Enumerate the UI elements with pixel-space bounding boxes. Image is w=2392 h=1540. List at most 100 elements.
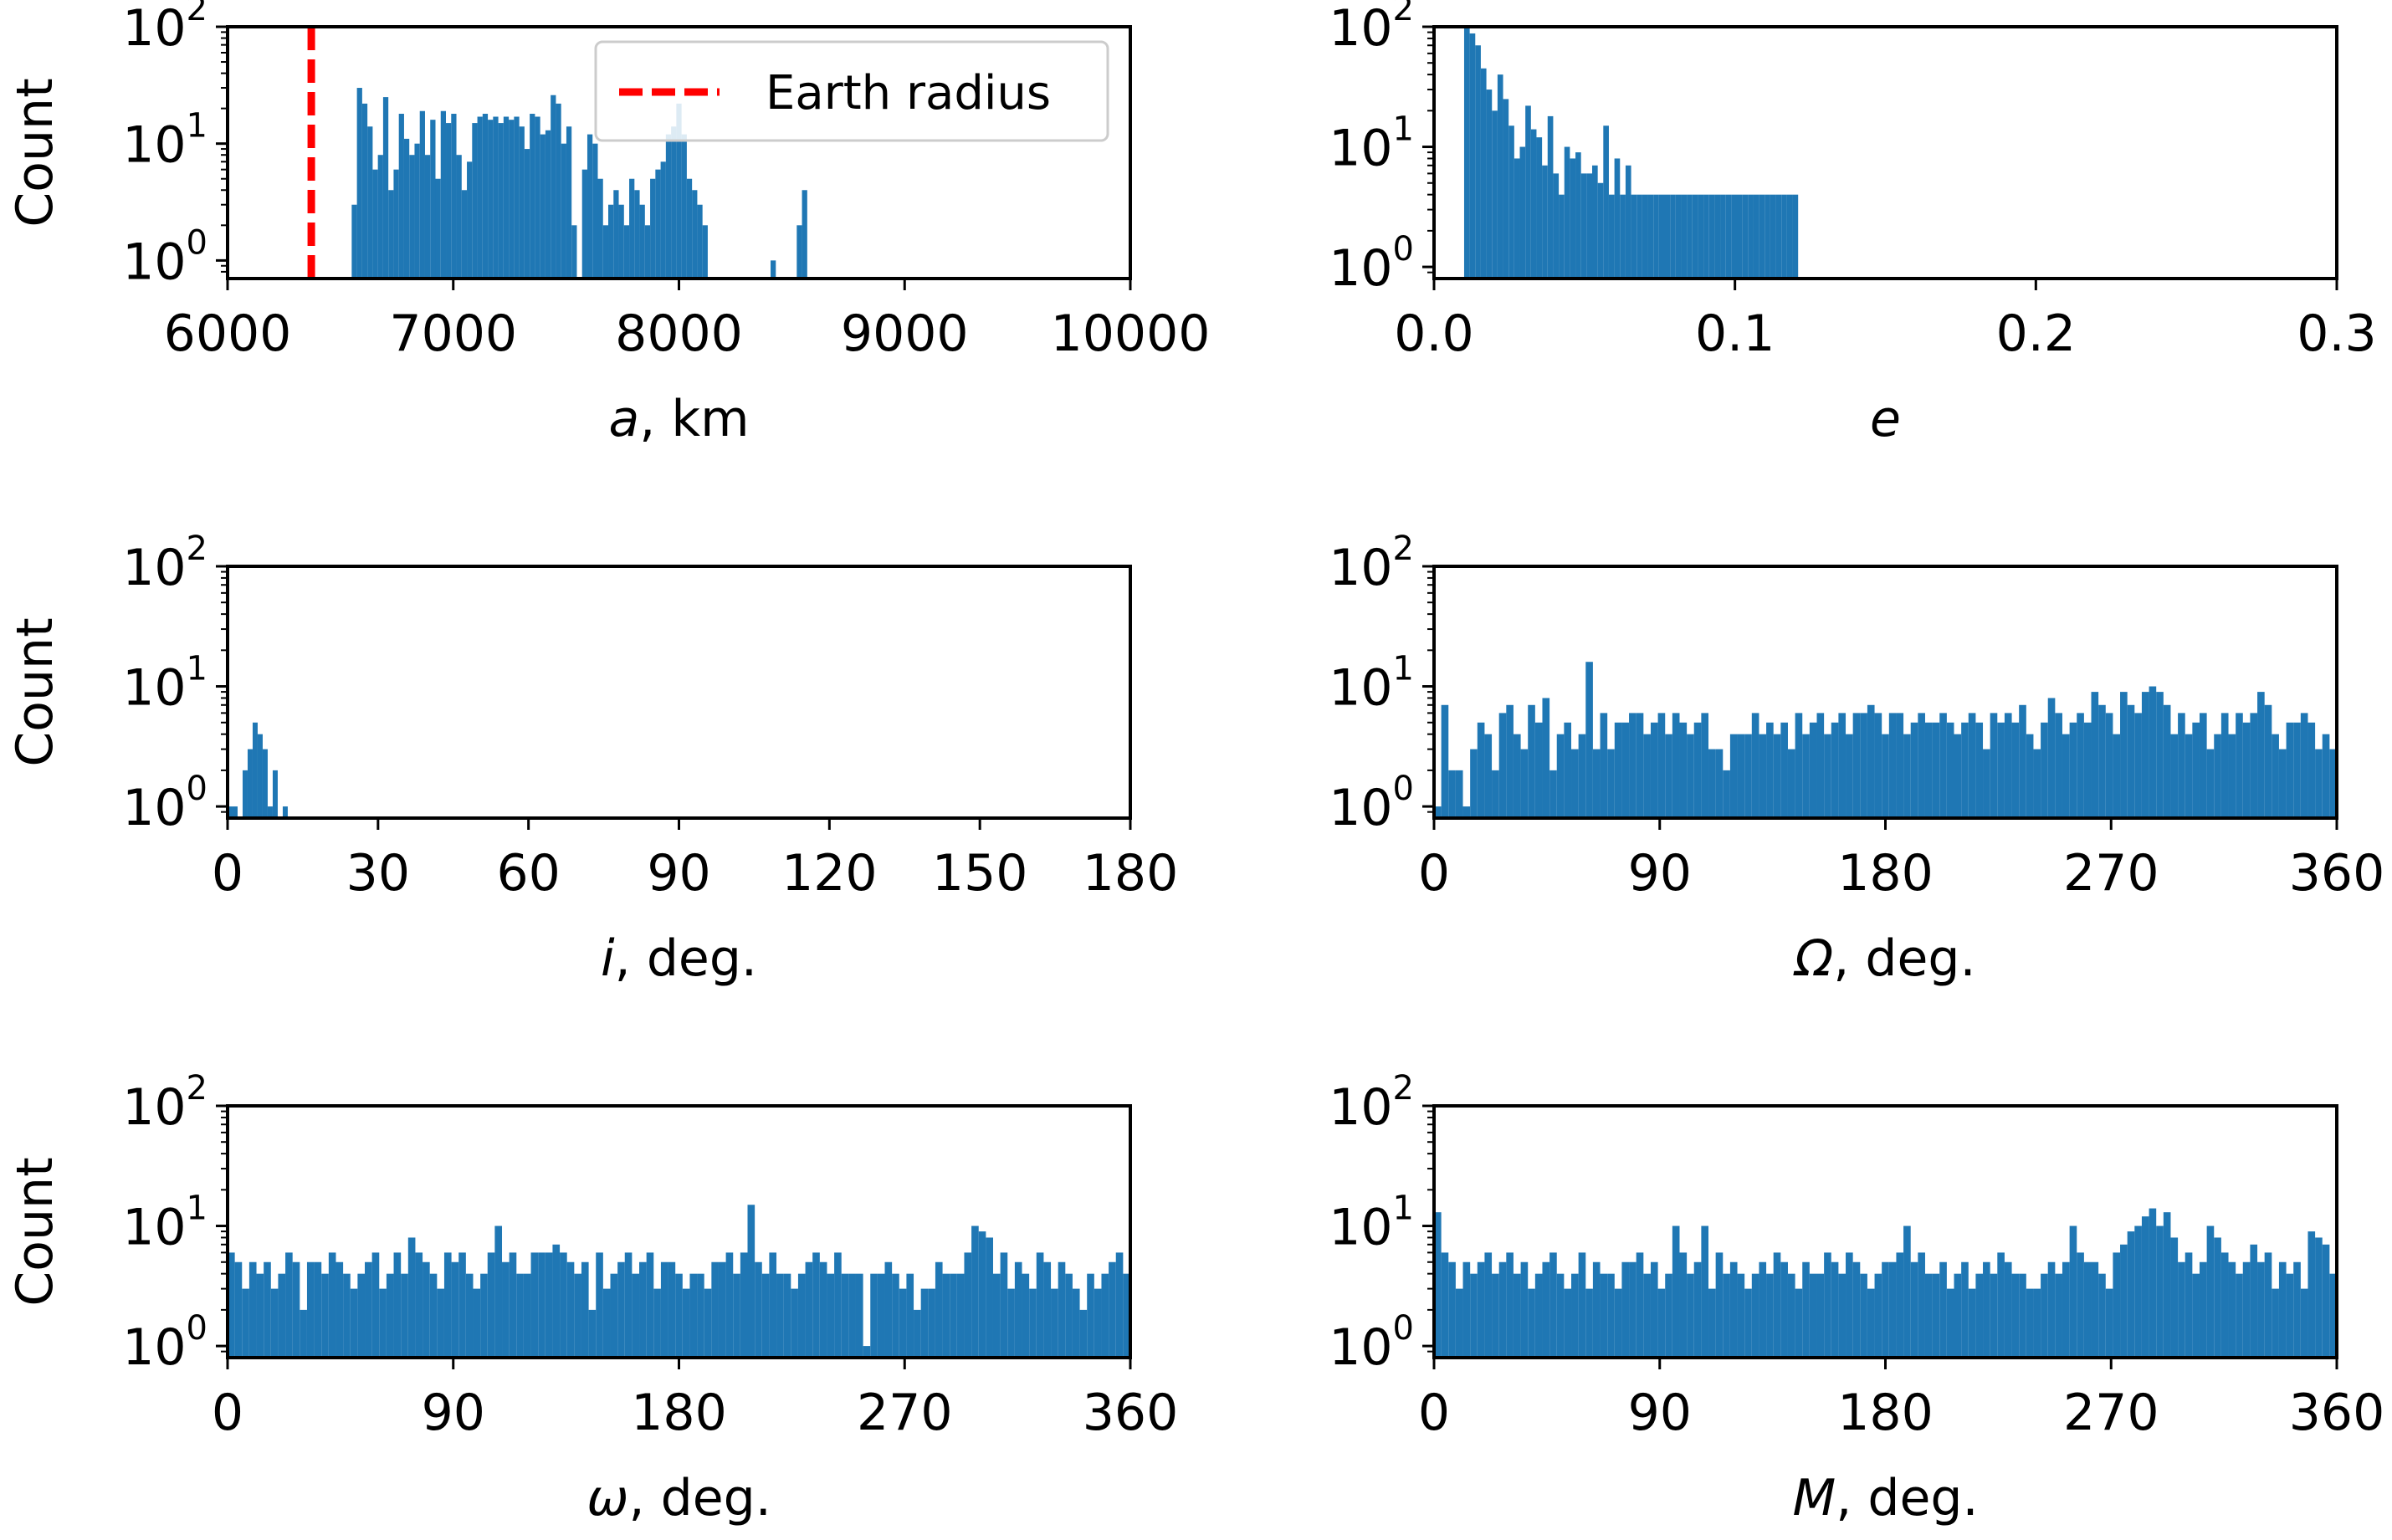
histogram-bar — [367, 126, 373, 279]
histogram-bar — [437, 1288, 444, 1358]
histogram-bar — [1549, 770, 1557, 818]
y-tick-base: 10 — [1329, 120, 1392, 178]
y-tick-label: 102 — [122, 1069, 207, 1137]
histogram-bar — [602, 225, 609, 279]
histogram-bar — [1990, 713, 1998, 818]
histogram-bar — [571, 225, 577, 279]
histogram-bar — [1643, 734, 1651, 818]
histogram-bar — [2315, 749, 2323, 818]
histogram-bar — [834, 1252, 842, 1358]
histogram-bar — [660, 161, 666, 279]
histogram-bar — [1874, 713, 1882, 818]
histogram-bar — [2041, 722, 2048, 818]
histogram-bar — [1715, 749, 1724, 818]
histogram-bar — [538, 1252, 545, 1358]
x-tick-label: 0.1 — [1695, 304, 1775, 363]
histogram-bar — [660, 1261, 668, 1358]
histogram-bar — [467, 161, 473, 279]
histogram-bar — [1665, 1273, 1672, 1358]
histogram-bar — [1852, 1261, 1861, 1358]
histogram-bar — [1065, 1273, 1073, 1358]
histogram-bar — [2011, 1273, 2020, 1358]
histogram-bar — [1975, 1273, 1984, 1358]
histogram-bar — [956, 1273, 965, 1358]
y-tick-exponent: 2 — [187, 1069, 207, 1108]
histogram-bar — [446, 123, 452, 279]
histogram-bar — [1665, 734, 1672, 818]
histogram-bar — [1775, 194, 1782, 279]
histogram-bar — [1455, 770, 1463, 818]
histogram-bar — [282, 806, 288, 818]
histogram-bar — [361, 103, 368, 279]
histogram-bar — [805, 1261, 813, 1358]
histogram-bar — [2091, 1261, 2099, 1358]
x-axis-label: i, deg. — [601, 929, 757, 988]
y-tick-label: 100 — [122, 223, 207, 291]
histogram-bar — [535, 116, 540, 279]
histogram-bar — [1802, 1261, 1810, 1358]
histogram-bar — [1809, 722, 1817, 818]
histogram-bar — [634, 190, 640, 279]
histogram-bar — [545, 1252, 553, 1358]
histogram-bar — [1672, 1225, 1680, 1358]
histogram-bar — [1614, 722, 1622, 818]
histogram-bar — [791, 1288, 798, 1358]
histogram-bar — [1708, 749, 1716, 818]
histogram-bar — [682, 1288, 690, 1358]
x-tick-label: 150 — [932, 844, 1028, 903]
histogram-bar — [1946, 722, 1954, 818]
histogram-bar — [2307, 1231, 2316, 1358]
histogram-bar — [676, 103, 682, 279]
histogram-bar — [2250, 713, 2258, 818]
x-axis-label: e — [1870, 390, 1901, 448]
y-tick-label: 100 — [1329, 1309, 1414, 1377]
x-tick-label: 270 — [857, 1384, 953, 1442]
histogram-bar — [1824, 734, 1831, 818]
y-tick-base: 10 — [122, 233, 186, 291]
histogram-bar — [796, 225, 802, 279]
histogram-bar — [755, 1261, 762, 1358]
histogram-bar — [655, 169, 661, 279]
histogram-bar — [613, 190, 619, 279]
histogram-bar — [1597, 182, 1604, 279]
histogram-bar — [2220, 713, 2229, 818]
y-tick-label: 101 — [1329, 650, 1414, 718]
histogram-bar — [2300, 713, 2308, 818]
y-tick-base: 10 — [122, 1199, 186, 1257]
histogram-bar — [1729, 1261, 1738, 1358]
histogram-bar — [2199, 713, 2207, 818]
histogram-bar — [1867, 704, 1875, 818]
histogram-bar — [356, 88, 362, 279]
histogram-bar — [1109, 1261, 1116, 1358]
histogram-bar — [306, 1261, 315, 1358]
histogram-bar — [1578, 734, 1586, 818]
histogram-bar — [415, 1252, 423, 1358]
histogram-bar — [2033, 1288, 2041, 1358]
histogram-bar — [228, 1252, 235, 1358]
histogram-bar — [377, 155, 383, 279]
histogram-bar — [1564, 722, 1572, 818]
histogram-bar — [1477, 1261, 1485, 1358]
x-axis-label: Ω, deg. — [1792, 929, 1975, 988]
x-axis-unit: , deg. — [628, 1469, 771, 1527]
histogram-bar — [1087, 1273, 1094, 1358]
x-axis-symbol: Ω — [1792, 929, 1833, 988]
y-tick-base: 10 — [122, 779, 186, 837]
histogram-bar — [1975, 722, 1984, 818]
histogram-bar — [530, 1252, 539, 1358]
y-tick-label: 102 — [122, 530, 207, 597]
histogram-bar — [629, 178, 635, 279]
histogram-bar — [771, 260, 776, 279]
histogram-bar — [1968, 1288, 1976, 1358]
histogram-bar — [1708, 1288, 1716, 1358]
histogram-bar — [1492, 770, 1499, 818]
histogram-bar — [1036, 1252, 1044, 1358]
histogram-bar — [1946, 1288, 1954, 1358]
histogram-bar — [689, 1273, 698, 1358]
histogram-bar — [1513, 734, 1521, 818]
histogram-bar — [1578, 1252, 1586, 1358]
y-tick-label: 100 — [1329, 770, 1414, 837]
histogram-bar — [242, 1288, 249, 1358]
y-tick-exponent: 1 — [1393, 110, 1414, 149]
